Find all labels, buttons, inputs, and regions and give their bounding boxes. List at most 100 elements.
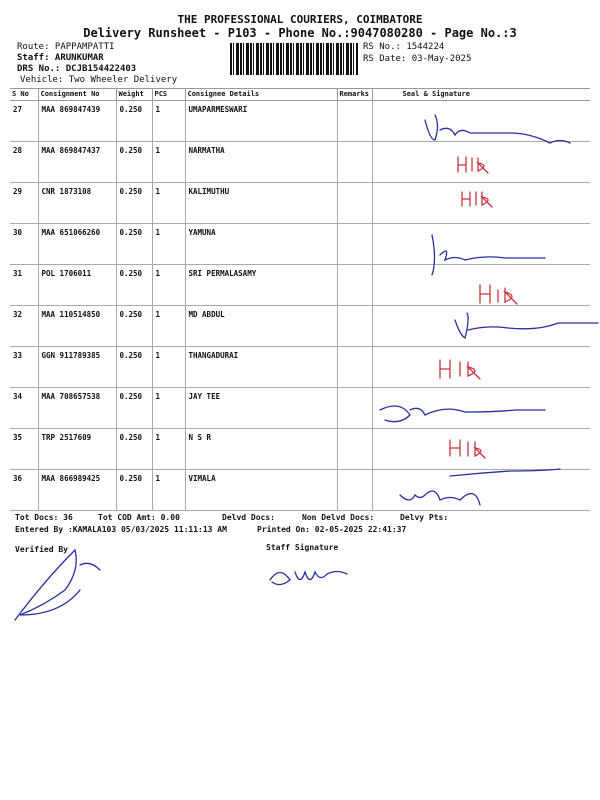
seal-signature-cell bbox=[371, 100, 590, 142]
table-row: 27 MAA 869847439 0.250 1 UMAPARMESWARI bbox=[10, 100, 590, 142]
consignment-cell: MAA 866989425 bbox=[37, 469, 116, 511]
consignee-cell: SRI PERMALASAMY bbox=[184, 264, 337, 306]
column-header: Consignment No bbox=[37, 88, 116, 101]
weight-cell: 0.250 bbox=[115, 100, 152, 142]
consignee-cell: YAMUNA bbox=[184, 223, 337, 265]
table-row: 33 GGN 911789385 0.250 1 THANGADURAI bbox=[10, 346, 590, 388]
seal-signature-cell bbox=[371, 387, 590, 429]
signature-33 bbox=[439, 359, 481, 380]
signature-34 bbox=[379, 405, 546, 423]
remarks-cell bbox=[336, 469, 372, 511]
seal-signature-cell bbox=[371, 182, 590, 224]
pcs-cell: 1 bbox=[151, 428, 185, 470]
signature-30 bbox=[431, 234, 546, 276]
pcs-cell: 1 bbox=[151, 305, 185, 347]
weight-cell: 0.250 bbox=[115, 264, 152, 306]
runsheet-table: S No Consignment No Weight PCS Consignee Det… bbox=[10, 88, 590, 511]
weight-cell: 0.250 bbox=[115, 387, 152, 429]
consignment-cell: MAA 110514850 bbox=[37, 305, 116, 347]
consignee-cell: KALIMUTHU bbox=[184, 182, 337, 224]
table-row: 28 MAA 869847437 0.250 1 NARMATHA bbox=[10, 141, 590, 183]
signature-28 bbox=[457, 156, 489, 174]
rs-date: RS Date: 03-May-2025 bbox=[363, 54, 472, 64]
company-title: THE PROFESSIONAL COURIERS, COIMBATORE bbox=[177, 13, 423, 26]
table-row: 30 MAA 651066260 0.250 1 YAMUNA bbox=[10, 223, 590, 265]
remarks-cell bbox=[336, 141, 372, 183]
verified-signature bbox=[14, 548, 101, 621]
column-header: Seal & Signature bbox=[371, 88, 590, 101]
consignment-cell: POL 1706011 bbox=[37, 264, 116, 306]
pcs-cell: 1 bbox=[151, 469, 185, 511]
staff-signature-label: Staff Signature bbox=[266, 543, 339, 552]
remarks-cell bbox=[336, 223, 372, 265]
consignment-cell: MAA 869847437 bbox=[37, 141, 116, 183]
pcs-cell: 1 bbox=[151, 264, 185, 306]
signature-31 bbox=[479, 284, 518, 305]
sno-cell: 28 bbox=[10, 141, 38, 183]
signature-29 bbox=[461, 191, 493, 208]
consignee-cell: THANGADURAI bbox=[184, 346, 337, 388]
consignment-cell: CNR 1873108 bbox=[37, 182, 116, 224]
consignee-cell: UMAPARMESWARI bbox=[184, 100, 337, 142]
remarks-cell bbox=[336, 346, 372, 388]
printed-on: Printed On: 02-05-2025 22:41:37 bbox=[257, 525, 407, 534]
seal-signature-cell bbox=[371, 223, 590, 265]
table-row: 36 MAA 866989425 0.250 1 VIMALA bbox=[10, 469, 590, 511]
table-row: 35 TRP 2517609 0.250 1 N S R bbox=[10, 428, 590, 470]
vehicle: Vehicle: Two Wheeler Delivery bbox=[20, 75, 178, 85]
consignee-cell: JAY TEE bbox=[184, 387, 337, 429]
sno-cell: 32 bbox=[10, 305, 38, 347]
table-row: 34 MAA 708657538 0.250 1 JAY TEE bbox=[10, 387, 590, 429]
column-header: Remarks bbox=[336, 88, 372, 101]
remarks-cell bbox=[336, 100, 372, 142]
table-row: 32 MAA 110514850 0.250 1 MD ABDUL bbox=[10, 305, 590, 347]
sno-cell: 30 bbox=[10, 223, 38, 265]
sno-cell: 33 bbox=[10, 346, 38, 388]
consignee-cell: NARMATHA bbox=[184, 141, 337, 183]
consignment-cell: TRP 2517609 bbox=[37, 428, 116, 470]
sno-cell: 29 bbox=[10, 182, 38, 224]
runsheet-title: Delivery Runsheet - P103 - Phone No.:904… bbox=[83, 26, 517, 40]
consignment-cell: MAA 708657538 bbox=[37, 387, 116, 429]
non-delvd-docs: Non Delvd Docs: bbox=[302, 513, 375, 522]
pcs-cell: 1 bbox=[151, 387, 185, 429]
signature-36 bbox=[399, 468, 561, 506]
signature-32 bbox=[454, 312, 599, 340]
weight-cell: 0.250 bbox=[115, 428, 152, 470]
column-header: Weight bbox=[115, 88, 152, 101]
table-row: 31 POL 1706011 0.250 1 SRI PERMALASAMY bbox=[10, 264, 590, 306]
sno-cell: 35 bbox=[10, 428, 38, 470]
tot-docs: Tot Docs: 36 bbox=[15, 513, 73, 522]
route: Route: PAPPAMPATTI bbox=[17, 42, 115, 52]
weight-cell: 0.250 bbox=[115, 346, 152, 388]
sno-cell: 36 bbox=[10, 469, 38, 511]
staff: Staff: ARUNKUMAR bbox=[17, 53, 104, 63]
pcs-cell: 1 bbox=[151, 346, 185, 388]
weight-cell: 0.250 bbox=[115, 182, 152, 224]
sno-cell: 34 bbox=[10, 387, 38, 429]
column-header: PCS bbox=[151, 88, 185, 101]
pcs-cell: 1 bbox=[151, 141, 185, 183]
staff-signature-mark bbox=[269, 569, 348, 586]
rs-no: RS No.: 1544224 bbox=[363, 42, 445, 52]
seal-signature-cell bbox=[371, 428, 590, 470]
consignment-cell: GGN 911789385 bbox=[37, 346, 116, 388]
remarks-cell bbox=[336, 182, 372, 224]
verified-by-label: Verified By bbox=[15, 545, 68, 554]
pcs-cell: 1 bbox=[151, 182, 185, 224]
consignee-cell: MD ABDUL bbox=[184, 305, 337, 347]
column-header: Consignee Details bbox=[184, 88, 337, 101]
remarks-cell bbox=[336, 264, 372, 306]
seal-signature-cell bbox=[371, 346, 590, 388]
delvd-docs: Delvd Docs: bbox=[222, 513, 275, 522]
consignee-cell: VIMALA bbox=[184, 469, 337, 511]
entered-by: Entered By :KAMALA103 05/03/2025 11:11:1… bbox=[15, 525, 227, 534]
remarks-cell bbox=[336, 305, 372, 347]
remarks-cell bbox=[336, 428, 372, 470]
pcs-cell: 1 bbox=[151, 100, 185, 142]
delvy-pts: Delvy Pts: bbox=[400, 513, 449, 522]
sno-cell: 27 bbox=[10, 100, 38, 142]
consignment-cell: MAA 869847439 bbox=[37, 100, 116, 142]
signature-35 bbox=[449, 439, 486, 459]
